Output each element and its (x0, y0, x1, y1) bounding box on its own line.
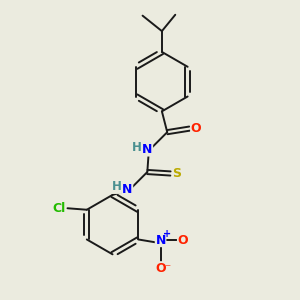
Text: O: O (178, 234, 188, 247)
Text: H: H (131, 140, 141, 154)
Text: N: N (142, 143, 152, 156)
Text: Cl: Cl (52, 202, 65, 215)
Text: O: O (155, 262, 166, 275)
Text: H: H (112, 180, 122, 194)
Text: N: N (155, 234, 166, 247)
Text: S: S (172, 167, 182, 180)
Text: +: + (164, 229, 172, 239)
Text: N: N (122, 183, 133, 196)
Text: ⁻: ⁻ (164, 262, 170, 275)
Text: O: O (191, 122, 201, 135)
